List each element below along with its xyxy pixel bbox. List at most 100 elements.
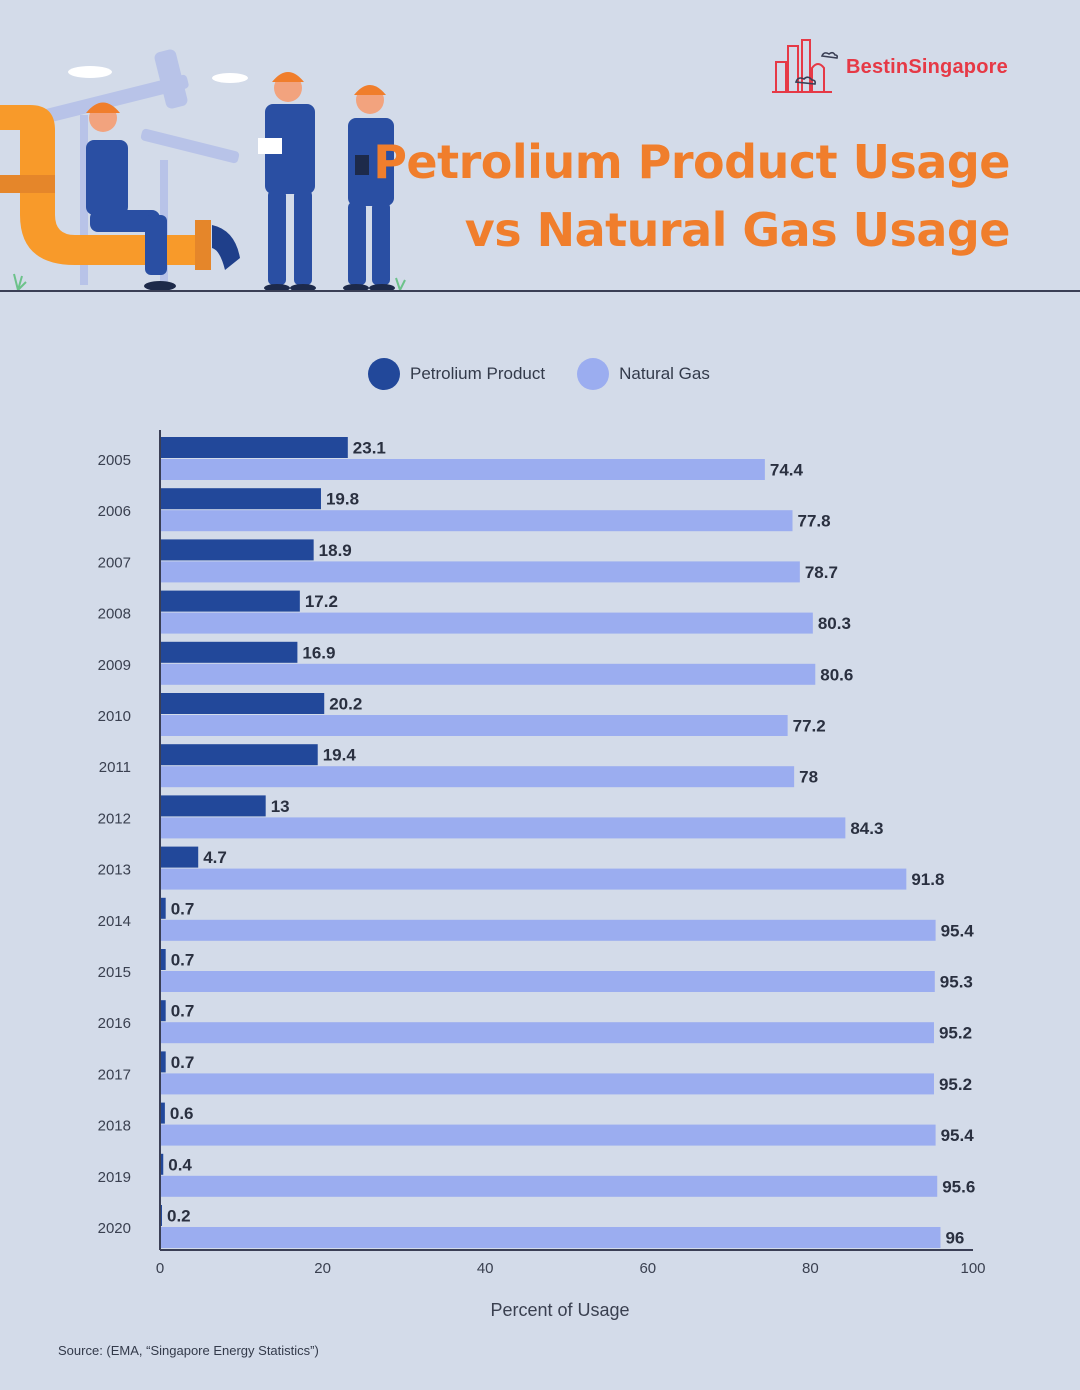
bar-petroleum xyxy=(160,1102,165,1124)
bar-petroleum xyxy=(160,437,348,458)
data-label-natural-gas: 78 xyxy=(799,768,818,787)
data-label-natural-gas: 95.2 xyxy=(939,1075,972,1094)
bar-petroleum xyxy=(160,539,314,561)
legend-label-natural-gas: Natural Gas xyxy=(619,364,710,383)
city-skyline-icon xyxy=(772,39,839,93)
data-label-petroleum: 4.7 xyxy=(203,848,227,867)
legend-swatch-petroleum xyxy=(368,358,400,390)
data-label-petroleum: 16.9 xyxy=(302,643,335,662)
bar-natural-gas xyxy=(160,1124,936,1146)
data-label-natural-gas: 84.3 xyxy=(850,819,883,838)
data-label-natural-gas: 74.4 xyxy=(770,461,804,480)
y-tick-label: 2019 xyxy=(98,1169,131,1186)
chart-title: Petrolium Product Usage vs Natural Gas U… xyxy=(373,128,1010,264)
bar-natural-gas xyxy=(160,663,816,685)
y-tick-label: 2014 xyxy=(98,913,131,930)
legend-item-petroleum: Petrolium Product xyxy=(368,358,545,390)
data-label-petroleum: 0.7 xyxy=(171,1002,195,1021)
y-tick-label: 2020 xyxy=(98,1220,131,1237)
data-label-petroleum: 0.4 xyxy=(168,1155,192,1174)
data-label-natural-gas: 77.8 xyxy=(798,512,831,531)
y-tick-label: 2018 xyxy=(98,1118,131,1135)
data-label-natural-gas: 95.2 xyxy=(939,1024,972,1043)
bar-natural-gas xyxy=(160,868,907,890)
data-label-natural-gas: 78.7 xyxy=(805,563,838,582)
bar-petroleum xyxy=(160,795,266,817)
data-label-petroleum: 0.7 xyxy=(171,1053,195,1072)
bar-petroleum xyxy=(160,846,199,868)
legend-item-natural-gas: Natural Gas xyxy=(577,358,710,390)
y-tick-label: 2016 xyxy=(98,1015,131,1032)
y-tick-label: 2005 xyxy=(98,452,131,469)
oil-workers-illustration xyxy=(0,49,406,292)
data-label-petroleum: 20.2 xyxy=(329,695,362,714)
data-label-petroleum: 23.1 xyxy=(353,439,386,458)
bar-petroleum xyxy=(160,693,325,714)
y-tick-label: 2015 xyxy=(98,964,131,981)
y-tick-label: 2013 xyxy=(98,862,131,879)
y-tick-label: 2008 xyxy=(98,606,131,623)
bar-petroleum xyxy=(160,641,298,663)
bar-petroleum xyxy=(160,949,166,970)
data-label-petroleum: 17.2 xyxy=(305,592,338,611)
source-note: Source: (EMA, “Singapore Energy Statisti… xyxy=(58,1343,319,1358)
y-tick-label: 2009 xyxy=(98,657,131,674)
data-label-natural-gas: 95.3 xyxy=(940,973,973,992)
bar-natural-gas xyxy=(160,817,846,839)
x-tick-label: 100 xyxy=(960,1260,985,1277)
x-tick-label: 0 xyxy=(156,1260,164,1277)
title-line-1: Petrolium Product Usage xyxy=(373,135,1010,189)
y-tick-label: 2017 xyxy=(98,1066,131,1083)
legend-swatch-natural-gas xyxy=(577,358,610,390)
data-label-natural-gas: 95.4 xyxy=(941,921,975,940)
chart-legend: Petrolium Product Natural Gas xyxy=(368,358,742,390)
header: BestinSingapore Petrolium Product Usage … xyxy=(0,0,1080,300)
y-tick-label: 2010 xyxy=(98,708,131,725)
x-tick-label: 80 xyxy=(802,1260,819,1277)
data-label-petroleum: 19.8 xyxy=(326,490,359,509)
bar-natural-gas xyxy=(160,561,800,583)
bar-natural-gas xyxy=(160,1227,941,1248)
bar-petroleum xyxy=(160,1000,166,1022)
data-label-petroleum: 19.4 xyxy=(323,746,357,765)
brand-name: BestinSingapore xyxy=(846,55,1008,78)
y-tick-label: 2006 xyxy=(98,503,131,520)
bar-natural-gas xyxy=(160,766,795,788)
x-axis-label: Percent of Usage xyxy=(490,1300,629,1320)
bar-natural-gas xyxy=(160,612,813,634)
bar-natural-gas xyxy=(160,971,935,992)
bar-natural-gas xyxy=(160,459,765,480)
brand-logo: BestinSingapore xyxy=(770,38,1008,96)
data-label-natural-gas: 77.2 xyxy=(793,717,826,736)
bar-natural-gas xyxy=(160,715,788,736)
data-label-natural-gas: 80.3 xyxy=(818,614,851,633)
data-label-petroleum: 0.7 xyxy=(171,951,195,970)
data-label-petroleum: 0.6 xyxy=(170,1104,194,1123)
legend-label-petroleum: Petrolium Product xyxy=(410,364,546,383)
y-tick-label: 2012 xyxy=(98,810,131,827)
data-label-natural-gas: 95.4 xyxy=(941,1126,975,1145)
bar-natural-gas xyxy=(160,1175,938,1197)
bar-petroleum xyxy=(160,590,300,612)
data-label-petroleum: 18.9 xyxy=(319,541,352,560)
data-label-natural-gas: 96 xyxy=(945,1229,964,1248)
bar-petroleum xyxy=(160,744,318,766)
bar-petroleum xyxy=(160,897,166,919)
data-label-petroleum: 0.7 xyxy=(171,899,195,918)
data-label-natural-gas: 80.6 xyxy=(820,665,853,684)
title-line-2: vs Natural Gas Usage xyxy=(464,203,1011,257)
x-tick-label: 60 xyxy=(639,1260,656,1277)
bar-natural-gas xyxy=(160,510,793,532)
header-divider xyxy=(0,290,1080,292)
data-label-natural-gas: 91.8 xyxy=(911,870,944,889)
bar-petroleum xyxy=(160,1153,164,1175)
bar-petroleum xyxy=(160,1051,166,1073)
data-label-petroleum: 13 xyxy=(271,797,290,816)
bar-petroleum xyxy=(160,488,321,510)
bar-natural-gas xyxy=(160,919,936,941)
data-label-petroleum: 0.2 xyxy=(167,1207,191,1226)
x-tick-label: 40 xyxy=(477,1260,494,1277)
bar-natural-gas xyxy=(160,1022,934,1044)
y-tick-label: 2007 xyxy=(98,554,131,571)
